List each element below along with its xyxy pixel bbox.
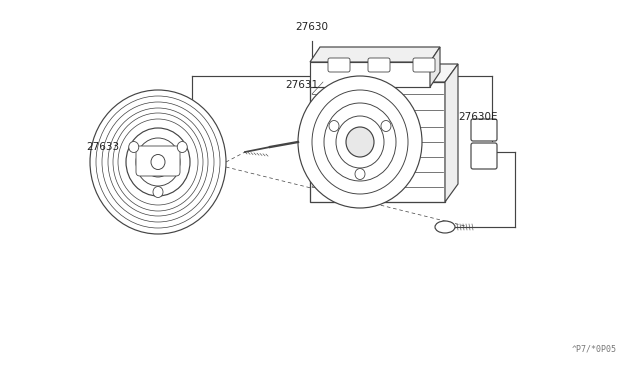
FancyBboxPatch shape xyxy=(368,58,390,72)
Ellipse shape xyxy=(136,138,180,186)
Polygon shape xyxy=(310,64,458,82)
Ellipse shape xyxy=(151,154,165,170)
FancyBboxPatch shape xyxy=(413,58,435,72)
FancyBboxPatch shape xyxy=(471,143,497,169)
Ellipse shape xyxy=(329,121,339,131)
Ellipse shape xyxy=(129,141,139,153)
Text: 27630E: 27630E xyxy=(458,112,497,122)
Polygon shape xyxy=(310,47,440,62)
Polygon shape xyxy=(430,47,440,87)
Polygon shape xyxy=(310,62,430,87)
FancyBboxPatch shape xyxy=(136,146,180,176)
Ellipse shape xyxy=(312,90,408,194)
Ellipse shape xyxy=(126,128,190,196)
Ellipse shape xyxy=(298,76,422,208)
Text: 27633: 27633 xyxy=(86,142,120,152)
Ellipse shape xyxy=(381,121,391,131)
Ellipse shape xyxy=(90,90,226,234)
Ellipse shape xyxy=(324,103,396,181)
Ellipse shape xyxy=(346,127,374,157)
Ellipse shape xyxy=(336,116,384,168)
FancyBboxPatch shape xyxy=(328,58,350,72)
Polygon shape xyxy=(310,82,445,202)
Text: ^P7/*0P05: ^P7/*0P05 xyxy=(572,345,617,354)
Text: 27630: 27630 xyxy=(296,22,328,32)
Ellipse shape xyxy=(144,147,172,177)
Text: 27631: 27631 xyxy=(285,80,319,90)
FancyBboxPatch shape xyxy=(471,119,497,141)
Polygon shape xyxy=(445,64,458,202)
Ellipse shape xyxy=(177,141,188,153)
Ellipse shape xyxy=(355,169,365,180)
Ellipse shape xyxy=(435,221,455,233)
Ellipse shape xyxy=(153,186,163,198)
